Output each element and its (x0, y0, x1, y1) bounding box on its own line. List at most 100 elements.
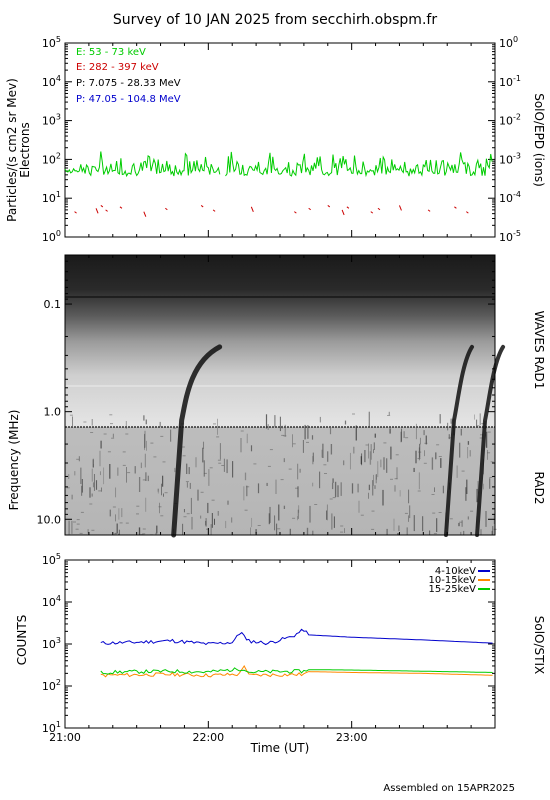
rad2-speckle (213, 423, 216, 425)
electron-high-mark (294, 211, 297, 214)
rad2-speckle (281, 434, 285, 436)
epd-right-tick-label: 10-1 (499, 74, 521, 89)
rad2-speckle (240, 430, 244, 432)
legend-electron-low: E: 53 - 73 keV (76, 47, 146, 58)
rad2-speckle (288, 468, 292, 470)
electron-high-mark (105, 209, 108, 212)
rad2-speckle (203, 472, 207, 474)
rad2-speckle (365, 444, 369, 446)
rad2-speckle (122, 464, 126, 466)
epd-tick-label: 102 (42, 151, 61, 166)
rad2-speckle (438, 512, 442, 513)
label-rad2: RAD2 (532, 472, 546, 505)
stix-y-axis: 101 102 103 104 105 (42, 552, 495, 735)
rad2-speckle (107, 451, 111, 453)
electron-high-mark (200, 205, 204, 208)
rad2-speckle (292, 517, 296, 519)
rad2-speckle (329, 498, 333, 500)
rad2-speckle (438, 456, 442, 457)
rad2-speckle (109, 414, 113, 416)
spectrogram-y-axis: 0.1 1.0 10.0 (37, 260, 495, 526)
stix-series (100, 628, 493, 678)
rad2-speckle (417, 490, 421, 492)
electron-high-mark (327, 205, 331, 208)
rad2-speckle (103, 433, 107, 435)
freq-tick-label: 0.1 (44, 298, 62, 311)
stix-line (100, 667, 493, 675)
rad2-speckle (489, 477, 493, 478)
epd-right-tick-label: 100 (499, 35, 518, 50)
epd-tick-label: 104 (42, 74, 61, 89)
rad2-speckle (461, 470, 465, 472)
rad2-speckle (257, 525, 261, 526)
rad2-speckle (186, 513, 190, 515)
rad2-speckle (69, 414, 73, 416)
epd-frame (64, 42, 496, 238)
rad2-speckle (89, 503, 93, 505)
rad2-speckle (383, 442, 387, 444)
rad2-speckle (433, 533, 437, 535)
rad2-speckle (136, 505, 140, 507)
rad2-speckle (340, 525, 344, 527)
electron-high-mark (95, 208, 99, 214)
rad2-speckle (431, 494, 435, 495)
rad2-speckle (324, 473, 327, 474)
rad2-speckle (221, 465, 225, 466)
rad2-speckle (206, 528, 209, 530)
rad2-speckle (340, 531, 344, 533)
rad2-speckle (432, 512, 436, 514)
rad2-speckle (323, 464, 327, 466)
electron-low-line (225, 151, 493, 178)
rad2-speckle (490, 461, 494, 463)
electron-high-mark (377, 207, 381, 211)
epd-left-axis: 100 101 102 103 104 105 (42, 35, 495, 244)
epd-tick-label: 101 (42, 190, 61, 205)
rad2-speckle (423, 462, 427, 464)
spectrogram-ylabel: Frequency (MHz) (7, 410, 21, 511)
rad2-speckle (332, 497, 336, 499)
rad2-speckle (142, 479, 146, 481)
rad2-speckle (173, 427, 177, 429)
rad2-speckle (269, 449, 273, 451)
rad2-speckle (449, 518, 453, 520)
legend-proton-low: P: 7.075 - 28.33 MeV (76, 78, 181, 89)
rad2-speckle (470, 510, 474, 512)
stix-tick-label: 103 (42, 636, 61, 651)
rad2-speckle (158, 506, 162, 508)
rad2-speckle (436, 444, 440, 446)
legend-proton-high: P: 47.05 - 104.8 MeV (76, 94, 181, 105)
rad2-speckle (405, 437, 409, 439)
rad2-speckle (150, 442, 154, 444)
rad2-speckle (122, 451, 126, 453)
epd-right-tick-label: 10-4 (499, 190, 521, 205)
rad2-speckle (83, 421, 87, 423)
epd-right-tick-label: 10-3 (499, 151, 521, 166)
rad2-speckle (424, 442, 428, 444)
rad2-speckle (119, 522, 123, 524)
electron-low-series (64, 151, 493, 178)
stix-tick-label: 105 (42, 552, 61, 567)
electron-high-series (74, 205, 469, 217)
rad2-speckle (91, 529, 95, 531)
rad2-speckle (244, 509, 248, 511)
rad2-speckle (181, 446, 185, 448)
rad2-speckle (75, 528, 79, 530)
rad2-speckle (217, 459, 221, 461)
rad2-speckle (404, 512, 408, 514)
epd-ylabel-electrons: Electrons (18, 122, 32, 177)
rad2-speckle (73, 521, 76, 523)
stix-legend-label: 10-15keV (429, 575, 477, 586)
rad2-speckle (387, 415, 391, 416)
epd-tick-label: 105 (42, 35, 61, 50)
electron-high-mark (100, 205, 104, 208)
stix-line (100, 628, 493, 646)
rad2-speckle (211, 499, 215, 501)
rad2-speckle (253, 463, 257, 465)
legend-electron-high: E: 282 - 397 keV (76, 62, 159, 73)
rad2-speckle (164, 492, 168, 494)
rad2-speckle (390, 478, 393, 480)
epd-right-label: SolO/EPD (ions) (532, 93, 546, 187)
rad2-speckle (480, 434, 483, 436)
